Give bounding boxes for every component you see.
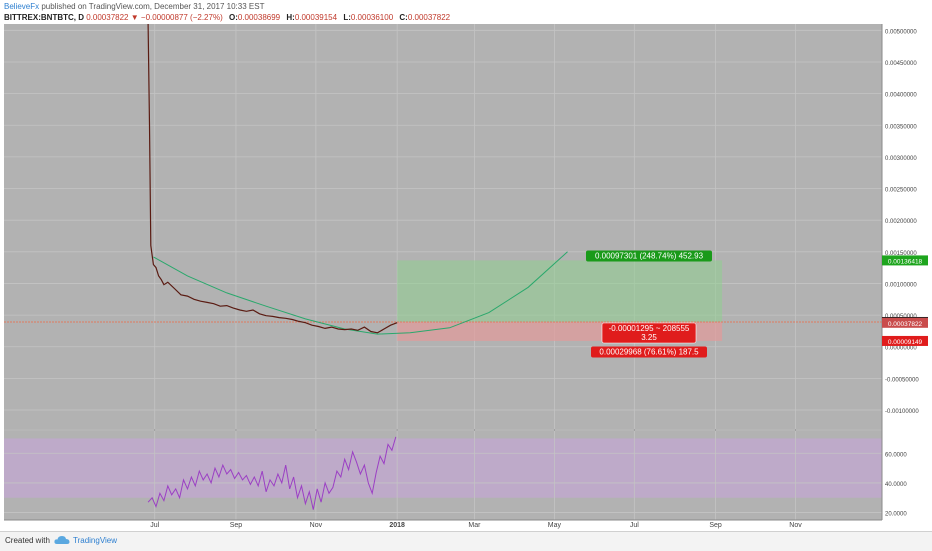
symbol-label[interactable]: BITTREX:BNTBTC, D xyxy=(4,13,84,22)
price-tick-label: 0.00100000 xyxy=(885,282,917,288)
rsi-line xyxy=(147,436,397,510)
rsi-band xyxy=(4,438,882,498)
low-value: 0.00036100 xyxy=(350,13,394,22)
time-axis[interactable]: Jul Sep Nov 2018 Mar May Jul Sep Nov xyxy=(150,522,802,529)
close-value: 0.00037822 xyxy=(407,13,451,22)
price-tag: 0.00037822 xyxy=(882,317,928,328)
target-label[interactable]: 0.00097301 (248.74%) 452.93 xyxy=(586,250,712,262)
entry-ratio-text: 3.25 xyxy=(641,333,657,342)
high-value: 0.00039154 xyxy=(294,13,338,22)
price-pane-background xyxy=(4,24,882,429)
svg-text:0.00037822: 0.00037822 xyxy=(888,321,923,328)
published-text: published on TradingView.com, December 3… xyxy=(41,2,265,11)
price-tag: 0.00136418 xyxy=(882,255,928,266)
open-label: O: xyxy=(228,13,238,22)
rsi-tick-label: 20.0000 xyxy=(885,512,907,518)
price-tick-label: 0.00250000 xyxy=(885,188,917,194)
price-tick-label: -0.00100000 xyxy=(885,409,919,415)
time-tick-label: Nov xyxy=(789,522,802,529)
price-tick-label: 0.00000000 xyxy=(885,346,917,352)
price-axis[interactable]: 0.00500000 0.00450000 0.00400000 0.00350000… xyxy=(885,29,919,415)
rsi-axis[interactable]: 60.0000 40.0000 20.0000 xyxy=(885,452,907,517)
tradingview-brand-link[interactable]: TradingView xyxy=(73,536,118,545)
fitted-arc[interactable] xyxy=(153,251,568,335)
time-tick-label: Sep xyxy=(709,522,722,529)
publish-info: BelieveFx published on TradingView.com, … xyxy=(4,1,924,12)
time-tick-label: May xyxy=(548,522,562,529)
time-tick-label: Jul xyxy=(630,522,639,529)
price-tick-label: 0.00450000 xyxy=(885,61,917,67)
rsi-tick-label: 40.0000 xyxy=(885,482,907,488)
entry-label-text: -0.00001295 ~ 208555 xyxy=(609,324,690,333)
change-arrow-icon: ▼ xyxy=(130,13,139,22)
open-value: 0.00038699 xyxy=(237,13,281,22)
price-tag: 0.00009149 xyxy=(882,335,928,346)
stop-label[interactable]: 0.00029968 (76.61%) 187.5 xyxy=(591,346,707,358)
high-label: H: xyxy=(286,13,295,22)
close-label: C: xyxy=(399,13,408,22)
created-with-text: Created with xyxy=(5,536,50,545)
svg-text:0.00009149: 0.00009149 xyxy=(888,339,923,346)
svg-text:0.00136418: 0.00136418 xyxy=(888,258,923,265)
change-value: −0.00000877 (−2.27%) xyxy=(140,13,223,22)
entry-label[interactable]: -0.00001295 ~ 208555 3.25 xyxy=(601,322,697,344)
price-tick-label: 0.00500000 xyxy=(885,29,917,35)
price-tick-label: 0.00200000 xyxy=(885,219,917,225)
price-tick-label: 0.00300000 xyxy=(885,156,917,162)
stop-label-text: 0.00029968 (76.61%) 187.5 xyxy=(599,348,699,357)
price-tick-label: 0.00150000 xyxy=(885,251,917,257)
last-price: 0.00037822 xyxy=(86,13,129,22)
time-tick-label: Sep xyxy=(230,522,243,529)
chart-header: BelieveFx published on TradingView.com, … xyxy=(4,1,924,23)
time-tick-label: Mar xyxy=(468,522,481,529)
target-label-text: 0.00097301 (248.74%) 452.93 xyxy=(595,252,704,261)
time-tick-label: 2018 xyxy=(389,522,405,529)
footer-bar: Created with TradingView xyxy=(0,531,932,551)
low-label: L: xyxy=(343,13,351,22)
tradingview-cloud-icon[interactable] xyxy=(54,534,70,546)
time-tick-label: Nov xyxy=(310,522,323,529)
symbol-ohlc: BITTREX:BNTBTC, D 0.00037822 ▼ −0.000008… xyxy=(4,12,924,23)
rsi-tick-label: 60.0000 xyxy=(885,452,907,458)
chart-canvas[interactable]: 0.00500000 0.00450000 0.00400000 0.00350000… xyxy=(0,0,932,531)
author-link[interactable]: BelieveFx xyxy=(4,2,40,11)
price-line xyxy=(147,23,398,334)
price-tick-label: -0.00050000 xyxy=(885,377,919,383)
price-tick-label: 0.00400000 xyxy=(885,93,917,99)
time-tick-label: Jul xyxy=(150,522,159,529)
price-tick-label: 0.00350000 xyxy=(885,124,917,130)
position-target-zone[interactable] xyxy=(397,260,723,322)
